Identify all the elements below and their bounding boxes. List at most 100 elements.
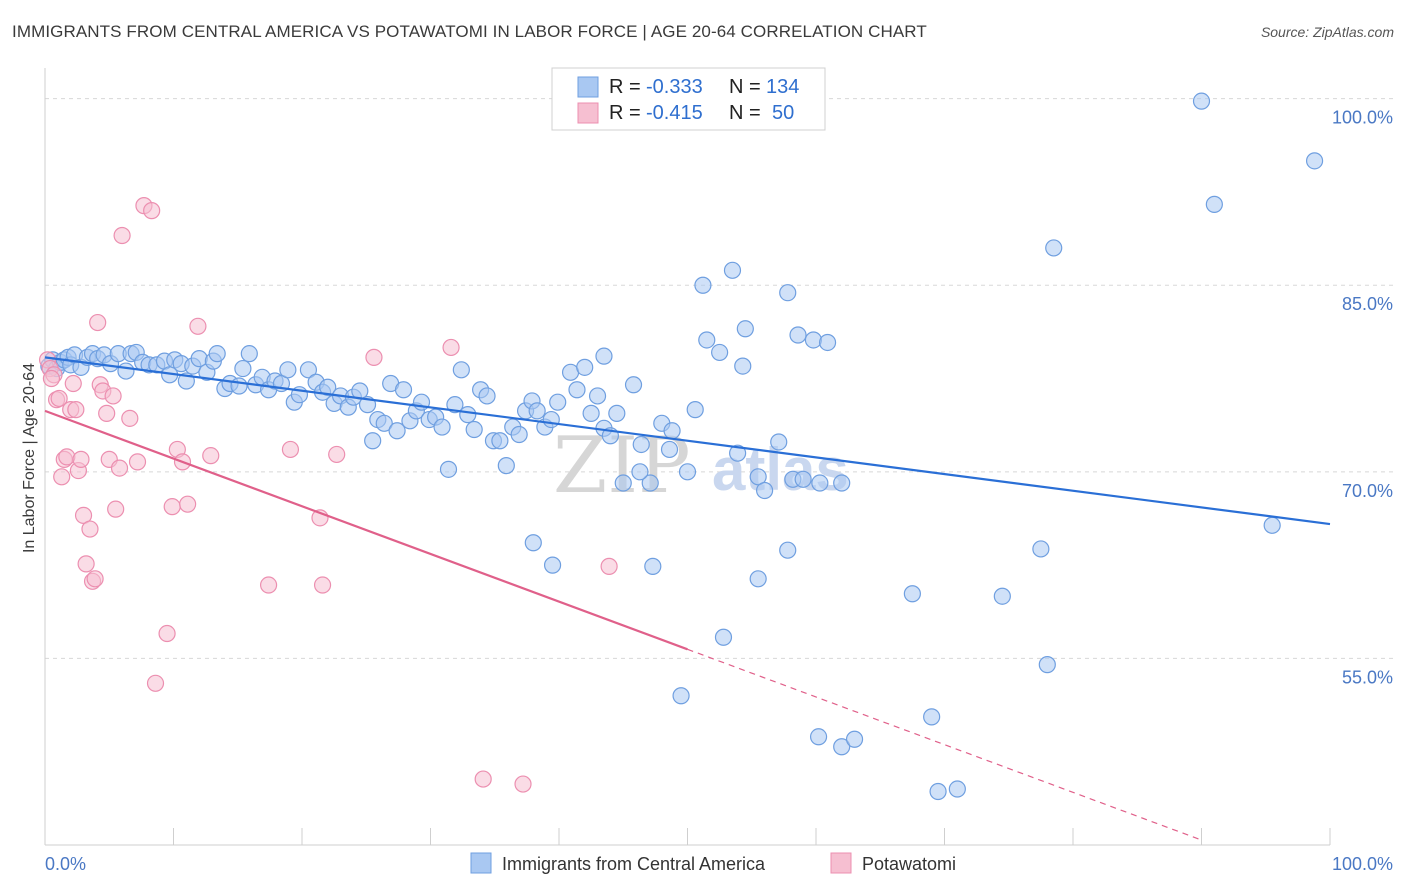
chart-title: IMMIGRANTS FROM CENTRAL AMERICA VS POTAW… — [12, 22, 927, 41]
point-blue-44 — [299, 361, 318, 379]
point-pink-43 — [365, 348, 383, 366]
point-blue-141 — [729, 444, 747, 462]
legend-swatch-pink — [577, 102, 599, 124]
point-blue-47 — [319, 378, 337, 396]
point-pink-46 — [514, 775, 532, 793]
point-blue-77 — [510, 425, 528, 444]
point-pink-31 — [158, 624, 176, 643]
trend-line-pink — [44, 409, 688, 651]
point-blue-56 — [375, 414, 393, 432]
point-pink-47 — [600, 557, 618, 575]
point-blue-122 — [948, 780, 966, 798]
stats-legend: R = -0.333 N = 134 R = -0.415 N = 50 — [551, 67, 826, 131]
point-blue-120 — [923, 708, 941, 726]
tick-labels: 100.0% 85.0% 70.0% 55.0% 0.0% 100.0% — [45, 108, 1393, 874]
point-blue-139 — [818, 333, 837, 352]
x-tick-label-1: 100.0% — [1332, 854, 1393, 874]
point-blue-121 — [929, 782, 947, 801]
y-tick-label-0: 100.0% — [1332, 108, 1393, 128]
point-blue-94 — [632, 435, 650, 454]
point-blue-74 — [491, 432, 509, 450]
point-blue-132 — [789, 326, 807, 344]
point-blue-70 — [465, 420, 483, 439]
point-blue-128 — [1205, 195, 1223, 213]
legend-r-value-1: -0.333 — [646, 76, 703, 98]
point-blue-108 — [811, 474, 829, 492]
point-blue-91 — [608, 404, 626, 422]
point-blue-83 — [549, 393, 567, 411]
point-pink-37 — [202, 447, 220, 465]
point-pink-21 — [98, 404, 116, 422]
point-blue-113 — [714, 628, 733, 646]
point-blue-116 — [809, 728, 828, 746]
series-legend-swatch-blue — [470, 852, 492, 874]
point-pink-39 — [259, 576, 278, 594]
point-blue-80 — [528, 402, 546, 420]
chart-source: Source: ZipAtlas.com — [1260, 24, 1394, 40]
legend-n-label-1: N = — [729, 76, 761, 98]
point-blue-131 — [672, 687, 690, 705]
point-pink-26 — [121, 409, 139, 427]
point-blue-69 — [459, 406, 477, 424]
point-pink-32 — [163, 498, 181, 516]
legend-r-value-2: -0.415 — [646, 102, 703, 124]
point-blue-30 — [208, 345, 226, 363]
point-blue-142 — [631, 463, 649, 481]
point-blue-130 — [1263, 516, 1281, 534]
point-blue-127 — [1192, 92, 1211, 110]
point-blue-140 — [595, 347, 613, 365]
point-blue-123 — [993, 587, 1011, 605]
y-tick-label-1: 85.0% — [1342, 294, 1393, 314]
point-blue-119 — [903, 585, 921, 603]
point-blue-102 — [736, 320, 754, 338]
point-blue-92 — [614, 474, 632, 492]
point-blue-109 — [833, 474, 851, 492]
series-legend-label-blue: Immigrants from Central America — [502, 854, 766, 874]
trend-line-blue — [44, 356, 1331, 526]
point-blue-15 — [117, 362, 135, 380]
point-pink-44 — [442, 338, 460, 357]
point-pink-45 — [474, 770, 492, 788]
point-blue-86 — [576, 358, 594, 376]
point-blue-82 — [542, 410, 560, 429]
point-blue-54 — [364, 432, 382, 450]
point-pink-12 — [72, 450, 90, 468]
point-pink-9 — [64, 374, 82, 393]
point-blue-107 — [794, 470, 812, 488]
point-blue-93 — [624, 376, 643, 394]
series-legend-label-pink: Potawatomi — [862, 854, 956, 874]
point-blue-133 — [804, 331, 823, 349]
point-blue-58 — [388, 422, 406, 440]
point-pink-18 — [89, 313, 107, 332]
grid-layer — [45, 98, 1394, 659]
y-tick-label-2: 70.0% — [1342, 481, 1393, 501]
legend-n-value-2: 50 — [772, 102, 794, 124]
point-blue-111 — [543, 556, 562, 574]
point-pink-23 — [104, 387, 122, 405]
point-blue-129 — [1305, 152, 1324, 170]
point-blue-72 — [478, 387, 496, 405]
point-pink-17 — [86, 570, 104, 588]
y-tick-label-3: 55.0% — [1342, 667, 1393, 687]
point-pink-48 — [113, 226, 131, 245]
point-blue-95 — [641, 474, 659, 492]
point-blue-104 — [755, 481, 774, 500]
point-pink-7 — [58, 448, 76, 466]
point-blue-68 — [452, 361, 470, 379]
legend-r-label-2: R = — [609, 102, 641, 124]
series-legend: Immigrants from Central America Potawato… — [470, 852, 956, 874]
point-pink-10 — [67, 401, 85, 419]
point-blue-75 — [497, 457, 515, 475]
point-blue-88 — [588, 387, 607, 405]
point-blue-138 — [734, 357, 752, 375]
point-pink-25 — [110, 459, 129, 477]
point-blue-110 — [524, 534, 542, 552]
point-blue-143 — [770, 433, 788, 451]
point-pink-41 — [313, 576, 332, 594]
point-blue-97 — [660, 440, 679, 459]
point-blue-66 — [439, 460, 458, 478]
legend-r-label-1: R = — [609, 76, 641, 98]
trend-line-pink-extension — [687, 648, 1202, 841]
point-pink-15 — [81, 520, 99, 538]
point-blue-114 — [749, 570, 767, 588]
